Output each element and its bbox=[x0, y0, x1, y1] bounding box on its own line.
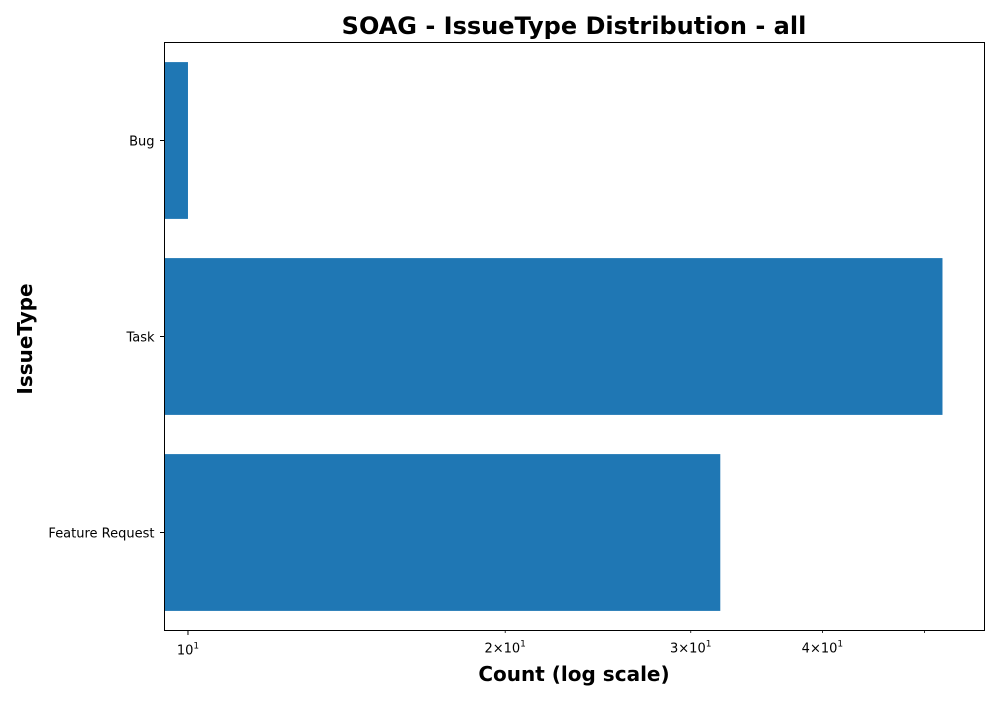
y-tick-label-feature-request: Feature Request bbox=[48, 527, 154, 542]
x-tick-label-20: 2×101 bbox=[484, 640, 525, 657]
bar-bug bbox=[164, 62, 188, 219]
plot-frame bbox=[164, 42, 985, 631]
y-tick-label-bug: Bug bbox=[129, 135, 154, 150]
y-tick-label-task: Task bbox=[125, 331, 155, 346]
bar-task bbox=[164, 258, 943, 415]
x-tick-label-30: 3×101 bbox=[670, 640, 711, 657]
x-axis-title: Count (log scale) bbox=[478, 662, 669, 686]
x-tick-label-10: 101 bbox=[177, 642, 199, 659]
y-axis-title: IssueType bbox=[13, 283, 37, 394]
bars-layer bbox=[164, 62, 943, 611]
bar-feature-request bbox=[164, 454, 721, 611]
ticks-layer: Bug Task Feature Request 101 2×101 3×101 4×101 bbox=[48, 135, 925, 659]
chart-title: SOAG - IssueType Distribution - all bbox=[342, 12, 807, 40]
x-tick-label-40: 4×101 bbox=[802, 640, 843, 657]
